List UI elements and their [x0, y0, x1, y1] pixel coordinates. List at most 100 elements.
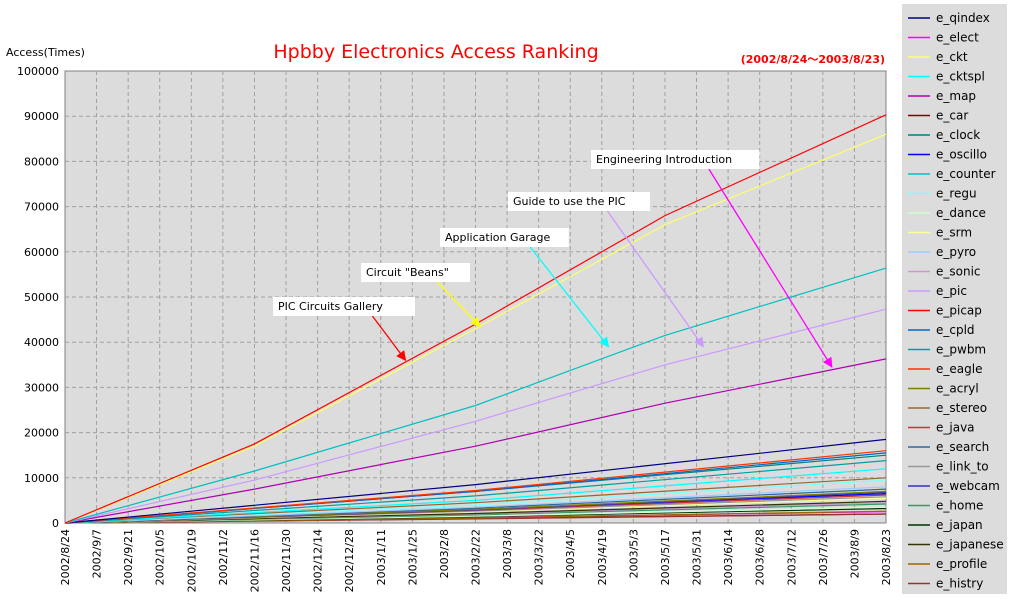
x-tick-label: 2003/7/12: [785, 529, 798, 585]
legend-item-e_car: e_car: [936, 109, 968, 123]
y-tick-label: 80000: [24, 155, 59, 168]
x-tick-label: 2003/1/25: [406, 529, 419, 585]
y-tick-label: 100000: [17, 65, 59, 78]
x-tick-label: 2003/5/3: [627, 529, 640, 578]
annotation-arrow: [606, 210, 704, 348]
x-tick-label: 2003/5/31: [691, 529, 704, 585]
x-tick-label: 2003/3/22: [533, 529, 546, 585]
series-line-e_qindex: [64, 438, 887, 524]
x-tick-label: 2003/4/19: [596, 529, 609, 585]
legend-item-e_qindex: e_qindex: [936, 11, 990, 25]
series-line-e_ckt: [64, 133, 887, 524]
legend-item-e_pyro: e_pyro: [936, 245, 976, 259]
y-tick-label: 10000: [24, 472, 59, 485]
x-tick-label: 2002/11/16: [248, 529, 261, 592]
x-tick-label: 2002/11/2: [217, 529, 230, 585]
series-line-e_regu: [64, 479, 887, 524]
x-tick-label: 2003/3/8: [501, 529, 514, 578]
legend-item-e_counter: e_counter: [936, 167, 996, 181]
legend-item-e_regu: e_regu: [936, 187, 977, 201]
legend-item-e_cktspl: e_cktspl: [936, 70, 985, 84]
x-tick-label: 2003/5/17: [659, 529, 672, 585]
annotation-label: Guide to use the PIC: [513, 195, 626, 208]
x-tick-label: 2003/1/11: [375, 529, 388, 585]
series-line-e_pyro: [64, 486, 887, 524]
legend-item-e_map: e_map: [936, 89, 976, 103]
x-tick-labels: 2002/8/24 2002/9/7 2002/9/21 2002/10/5 2002/…: [59, 529, 893, 592]
annotation-box: [591, 150, 760, 169]
series-line-e_cktspl: [64, 468, 887, 524]
legend-item-e_eagle: e_eagle: [936, 362, 982, 376]
legend-item-e_search: e_search: [936, 440, 989, 454]
legend-item-e_japan: e_japan: [936, 518, 983, 532]
series-lines: [64, 114, 887, 524]
annotation-box: [361, 263, 470, 282]
annotation-arrow: [708, 168, 833, 368]
legend-item-e_srm: e_srm: [936, 226, 972, 240]
x-tick-label: 2003/4/5: [564, 529, 577, 578]
legend-item-e_pwbm: e_pwbm: [936, 343, 986, 357]
legend-item-e_elect: e_elect: [936, 31, 979, 45]
legend-item-e_japanese: e_japanese: [936, 538, 1004, 552]
series-line-e_pic: [64, 308, 887, 524]
x-tick-label: 2002/12/28: [343, 529, 356, 592]
x-tick-label: 2002/11/30: [280, 529, 293, 592]
legend-item-e_ckt: e_ckt: [936, 50, 968, 64]
series-line-e_map: [64, 358, 887, 524]
y-tick-label: 50000: [24, 291, 59, 304]
annotation-label: Engineering Introduction: [596, 153, 732, 166]
series-line-e_pwbm: [64, 460, 887, 524]
legend: e_qindex e_elect e_ckt e_cktspl e_map e_car e_…: [908, 11, 1004, 591]
legend-item-e_acryl: e_acryl: [936, 382, 979, 396]
y-tick-label: 60000: [24, 246, 59, 259]
legend-box: [902, 4, 1007, 594]
series-line-e_eagle: [64, 450, 887, 524]
y-tick-label: 30000: [24, 381, 59, 394]
x-tick-label: 2003/2/22: [470, 529, 483, 585]
x-tick-label: 2003/2/8: [438, 529, 451, 578]
y-tick-label: 20000: [24, 427, 59, 440]
x-tick-label: 2002/9/7: [91, 529, 104, 578]
annotation-label: Application Garage: [445, 231, 550, 244]
legend-item-e_cpld: e_cpld: [936, 323, 975, 337]
legend-item-e_histry: e_histry: [936, 577, 983, 591]
legend-item-e_java: e_java: [936, 421, 975, 435]
legend-item-e_link_to: e_link_to: [936, 460, 989, 474]
legend-item-e_profile: e_profile: [936, 557, 987, 571]
annotation-arrow: [436, 281, 481, 328]
y-tick-labels: 0 10000 20000 30000 40000 50000 60000 70000 8000…: [17, 65, 59, 530]
annotation-box: [440, 228, 569, 247]
x-tick-label: 2003/6/28: [754, 529, 767, 585]
legend-item-e_home: e_home: [936, 499, 983, 513]
annotation-label: PIC Circuits Gallery: [278, 300, 383, 313]
series-line-e_counter: [64, 267, 887, 524]
annotation-label: Circuit "Beans": [366, 266, 449, 279]
legend-item-e_dance: e_dance: [936, 206, 986, 220]
x-tick-label: 2003/8/9: [848, 529, 861, 578]
x-tick-label: 2003/6/14: [722, 529, 735, 585]
y-tick-label: 0: [52, 517, 59, 530]
annotation-arrow: [529, 246, 610, 348]
chart-period: (2002/8/24～2003/8/23): [741, 53, 885, 66]
x-tick-label: 2003/7/26: [817, 529, 830, 585]
series-line-e_stereo: [64, 477, 887, 524]
x-tick-label: 2002/12/14: [312, 529, 325, 592]
annotation-arrow: [371, 315, 407, 362]
legend-item-e_picap: e_picap: [936, 304, 982, 318]
x-tick-label: 2003/8/23: [880, 529, 893, 585]
annotation-box: [273, 297, 415, 316]
x-tick-label: 2002/10/19: [185, 529, 198, 592]
y-tick-label: 70000: [24, 201, 59, 214]
x-tick-label: 2002/8/24: [59, 529, 72, 585]
y-axis-title: Access(Times): [6, 46, 85, 59]
y-tick-label: 40000: [24, 336, 59, 349]
legend-item-e_webcam: e_webcam: [936, 479, 1000, 493]
legend-item-e_stereo: e_stereo: [936, 401, 987, 415]
annotation-box: [508, 192, 650, 211]
chart-title: Hpbby Electronics Access Ranking: [273, 41, 598, 63]
legend-item-e_pic: e_pic: [936, 284, 967, 298]
legend-item-e_clock: e_clock: [936, 128, 980, 142]
y-tick-label: 90000: [24, 110, 59, 123]
legend-item-e_oscillo: e_oscillo: [936, 148, 987, 162]
